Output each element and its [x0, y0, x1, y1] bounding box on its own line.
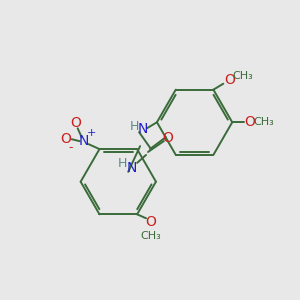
- Text: O: O: [244, 115, 256, 129]
- Text: CH₃: CH₃: [141, 231, 161, 241]
- Text: H: H: [118, 158, 127, 170]
- Text: -: -: [68, 141, 73, 154]
- Text: N: N: [127, 161, 137, 175]
- Text: H: H: [130, 120, 139, 133]
- Text: O: O: [60, 132, 71, 146]
- Text: N: N: [78, 134, 89, 148]
- Text: O: O: [70, 116, 81, 130]
- Text: CH₃: CH₃: [254, 117, 274, 127]
- Text: CH₃: CH₃: [233, 71, 254, 81]
- Text: N: N: [138, 122, 148, 136]
- Text: O: O: [162, 131, 173, 145]
- Text: O: O: [146, 215, 156, 229]
- Text: O: O: [224, 73, 235, 87]
- Text: +: +: [87, 128, 96, 138]
